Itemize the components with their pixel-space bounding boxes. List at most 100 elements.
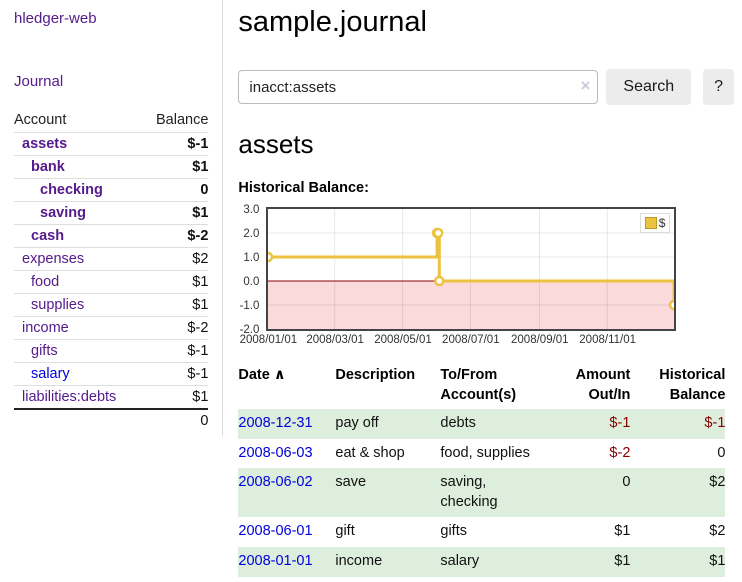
accounts-total-spacer xyxy=(14,408,143,432)
transaction-row: 2008-12-31 pay off debts $-1 $-1 xyxy=(238,409,726,439)
account-row: salary $-1 xyxy=(14,362,209,386)
account-link[interactable]: income xyxy=(22,320,69,336)
account-row: cash $-2 xyxy=(14,224,209,248)
account-balance: $2 xyxy=(142,247,209,271)
x-axis-tick: 2008/09/01 xyxy=(511,334,569,346)
sidebar-item-journal[interactable]: Journal xyxy=(14,73,64,90)
app-title-link[interactable]: hledger-web xyxy=(14,10,97,27)
help-button[interactable]: ? xyxy=(703,69,734,105)
transaction-balance: $1 xyxy=(709,552,726,569)
transaction-row: 2008-06-01 gift gifts $1 $2 xyxy=(238,517,725,547)
transaction-accounts: gifts xyxy=(440,523,467,540)
chart-legend: $ xyxy=(639,213,671,233)
account-link[interactable]: gifts xyxy=(31,343,58,359)
transaction-balance: $2 xyxy=(709,474,726,491)
transaction-description: pay off xyxy=(335,415,379,432)
transaction-description: gift xyxy=(335,523,355,540)
account-link[interactable]: assets xyxy=(22,136,68,152)
transaction-amount: $1 xyxy=(614,523,631,540)
sort-asc-icon: ∧ xyxy=(273,367,286,383)
transaction-date-link[interactable]: 2008-06-01 xyxy=(238,523,313,540)
account-balance: $-2 xyxy=(142,316,209,340)
register-header-date[interactable]: Date ∧ xyxy=(238,367,286,383)
account-link[interactable]: liabilities:debts xyxy=(22,389,117,405)
account-row: liabilities:debts $1 xyxy=(14,385,209,410)
search-input[interactable] xyxy=(238,70,599,104)
transaction-accounts: debts xyxy=(440,415,476,432)
transaction-row: 2008-01-01 income salary $1 $1 xyxy=(238,546,726,577)
accounts-header-account: Account xyxy=(14,108,143,133)
transaction-description: income xyxy=(335,552,383,569)
account-balance: 0 xyxy=(142,178,209,202)
y-axis-tick: 1.0 xyxy=(243,252,260,264)
transaction-amount: 0 xyxy=(622,474,631,491)
balance-chart-plot[interactable]: $ xyxy=(266,207,677,331)
account-balance: $-1 xyxy=(142,339,209,363)
account-row: checking 0 xyxy=(14,178,209,202)
register-table-body: 2008-12-31 pay off debts $-1 $-1 2008-06-03 ea… xyxy=(238,409,726,577)
transaction-row: 2008-06-02 save saving, checking 0 $2 xyxy=(238,468,726,518)
search-box: × xyxy=(238,70,599,104)
register-table: Date ∧ Description To/From Account(s) Amo… xyxy=(238,362,726,577)
account-link[interactable]: cash xyxy=(31,228,65,244)
register-header-accounts: To/From Account(s) xyxy=(440,367,517,403)
account-link[interactable]: food xyxy=(31,274,60,290)
search-button[interactable]: Search xyxy=(606,69,692,105)
account-row: bank $1 xyxy=(14,155,209,179)
accounts-table: Account Balance assets $-1 bank $1 checking 0… xyxy=(14,108,209,432)
x-axis-tick: 2008/11/01 xyxy=(579,334,636,346)
account-balance: $1 xyxy=(142,201,209,225)
chart-y-labels: 3.0 2.0 1.0 0.0 -1.0 -2.0 xyxy=(238,204,262,336)
account-row: food $1 xyxy=(14,270,209,294)
transaction-balance: $2 xyxy=(709,523,726,540)
search-row: × Search ? xyxy=(238,69,734,105)
account-row: expenses $2 xyxy=(14,247,209,271)
main-content: sample.journal × Search ? assets Histori… xyxy=(223,0,742,577)
chart-heading: Historical Balance: xyxy=(238,180,369,196)
account-link[interactable]: bank xyxy=(31,159,65,175)
transaction-date-link[interactable]: 2008-06-02 xyxy=(238,474,313,491)
transaction-date-link[interactable]: 2008-06-03 xyxy=(238,444,313,461)
register-table-header: Date ∧ Description To/From Account(s) Amo… xyxy=(238,362,725,409)
account-link[interactable]: expenses xyxy=(22,251,85,267)
chart-legend-label: $ xyxy=(658,216,666,230)
account-row: supplies $1 xyxy=(14,293,209,317)
transaction-amount: $1 xyxy=(614,552,631,569)
y-axis-tick: 3.0 xyxy=(243,204,260,216)
account-row: assets $-1 xyxy=(14,132,209,156)
chart-legend-swatch xyxy=(644,217,657,229)
transaction-description: save xyxy=(335,474,367,491)
account-row: gifts $-1 xyxy=(14,339,209,363)
page-title: sample.journal xyxy=(238,6,427,38)
clear-search-icon[interactable]: × xyxy=(580,76,591,95)
transaction-balance: 0 xyxy=(717,444,726,461)
transaction-date-link[interactable]: 2008-01-01 xyxy=(238,552,313,569)
historical-balance-chart: 3.0 2.0 1.0 0.0 -1.0 -2.0 $ 2008/01/01 2008/03… xyxy=(238,204,702,348)
transaction-accounts: food, supplies xyxy=(440,444,530,461)
transaction-balance: $-1 xyxy=(704,415,726,432)
y-axis-tick: 0.0 xyxy=(243,276,260,288)
account-balance: $1 xyxy=(142,293,209,317)
x-axis-tick: 2008/01/01 xyxy=(239,334,298,346)
account-balance: $-1 xyxy=(142,362,209,386)
x-axis-tick: 2008/07/01 xyxy=(442,334,500,346)
chart-x-labels: 2008/01/01 2008/03/01 2008/05/01 2008/07/01… xyxy=(240,331,702,348)
account-link[interactable]: supplies xyxy=(31,297,85,313)
register-header-balance: Historical Balance xyxy=(659,367,726,403)
account-link[interactable]: salary xyxy=(31,366,70,382)
transaction-row: 2008-06-03 eat & shop food, supplies $-2 0 xyxy=(238,439,725,469)
account-balance: $1 xyxy=(142,155,209,179)
account-balance: $1 xyxy=(142,270,209,294)
account-balance: $-1 xyxy=(142,132,209,156)
account-heading: assets xyxy=(238,129,314,159)
account-link[interactable]: saving xyxy=(40,205,86,221)
register-header-description: Description xyxy=(335,367,416,383)
account-link[interactable]: checking xyxy=(40,182,103,198)
y-axis-tick: -1.0 xyxy=(239,300,260,312)
accounts-total-value: 0 xyxy=(142,408,209,432)
transaction-accounts: saving, checking xyxy=(440,474,498,510)
transaction-date-link[interactable]: 2008-12-31 xyxy=(238,415,313,432)
accounts-table-header: Account Balance xyxy=(14,108,209,133)
transaction-amount: $-2 xyxy=(609,444,631,461)
